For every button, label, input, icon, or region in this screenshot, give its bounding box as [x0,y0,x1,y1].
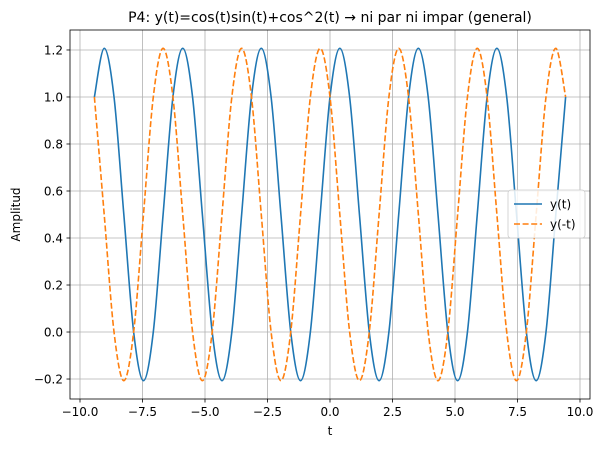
x-tick-label: −10.0 [62,405,99,419]
ticks: −10.0 −7.5 −5.0 −2.5 0.0 2.5 5.0 7.5 10.0 −0.2 0.0… [34,43,594,419]
x-axis-label: t [328,424,333,438]
legend: y(t) y(-t) [507,189,586,239]
legend-label-1: y(-t) [550,217,576,231]
x-tick-label: 10.0 [567,405,594,419]
y-tick-label: 0.0 [44,325,63,339]
y-axis-label: Amplitud [9,187,23,241]
x-tick-label: −5.0 [190,405,219,419]
x-tick-label: 0.0 [320,405,339,419]
series-line-1 [93,47,567,382]
y-tick-label: 0.8 [44,137,63,151]
legend-label-0: y(t) [550,197,571,211]
y-tick-label: 0.4 [44,231,63,245]
x-tick-label: 5.0 [445,405,464,419]
y-tick-label: 0.6 [44,184,63,198]
x-tick-label: 7.5 [508,405,527,419]
y-tick-label: 1.2 [44,43,63,57]
y-tick-label: 1.0 [44,90,63,104]
series-layer [93,47,567,382]
y-tick-label: 0.2 [44,278,63,292]
legend-box [507,189,586,239]
x-tick-label: 2.5 [383,405,402,419]
x-tick-label: −7.5 [128,405,157,419]
chart-title: P4: y(t)=cos(t)sin(t)+cos^2(t) → ni par … [128,10,532,26]
y-tick-label: −0.2 [34,372,63,386]
x-tick-label: −2.5 [253,405,282,419]
